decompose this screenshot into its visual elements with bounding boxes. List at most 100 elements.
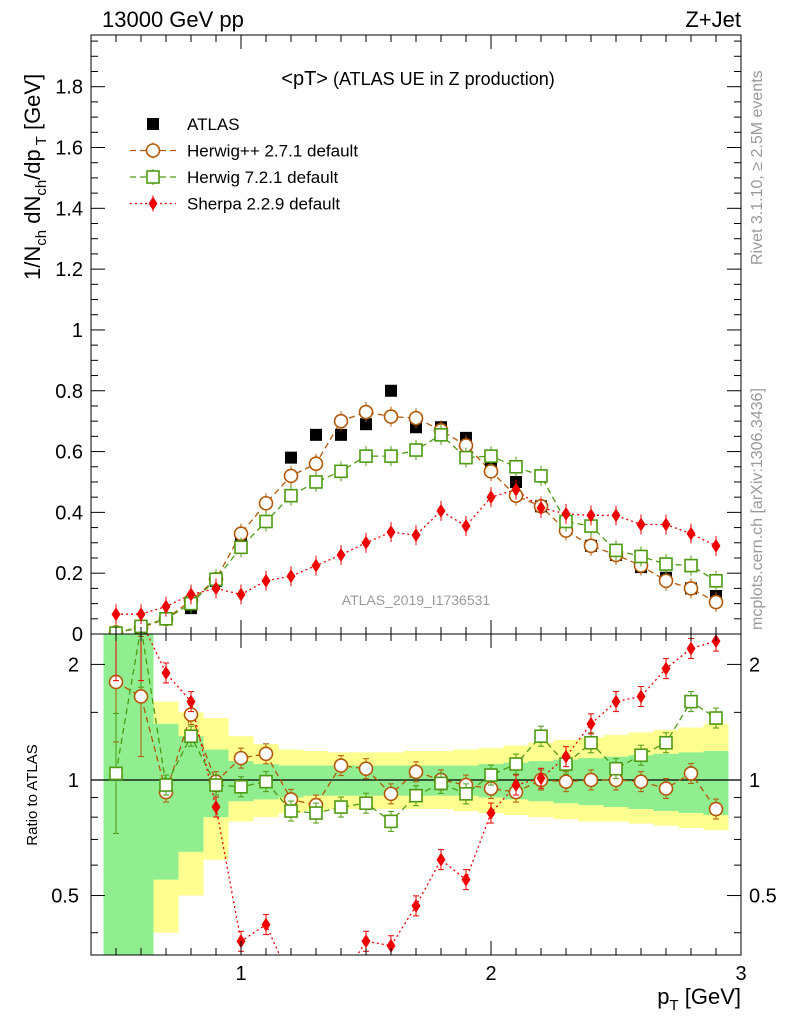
data-point xyxy=(336,547,346,562)
ratio-point xyxy=(358,761,374,776)
ratio-point xyxy=(309,806,323,820)
data-point xyxy=(311,558,321,573)
data-point xyxy=(285,451,297,464)
data-point xyxy=(659,557,673,571)
data-point xyxy=(283,468,299,484)
data-point xyxy=(236,587,246,602)
data-point xyxy=(486,490,496,505)
data-point xyxy=(484,449,498,463)
data-point xyxy=(310,428,322,441)
ratio-point xyxy=(386,938,396,953)
data-point xyxy=(308,456,324,472)
data-point xyxy=(436,503,446,518)
ratio-plot-panel: 0.5 0.5 1 1 2 2 1 2 3 Ratio to ATLAS xyxy=(24,633,777,988)
analysis-watermark: ATLAS_2019_I1736531 xyxy=(342,592,491,608)
ratio-point xyxy=(584,735,598,750)
y-tick-label: 0.4 xyxy=(55,502,83,524)
data-point xyxy=(684,558,698,573)
ratio-y-axis-label: Ratio to ATLAS xyxy=(24,744,41,845)
ratio-point xyxy=(233,750,249,766)
ratio-point xyxy=(634,748,648,763)
data-point xyxy=(111,607,121,622)
data-point xyxy=(211,581,221,596)
main-plot-panel: 0 0.2 0.4 0.6 0.8 1 1.2 1.4 1.6 1.8 <pT> (ATLAS U… xyxy=(20,34,742,646)
legend-marker xyxy=(148,196,158,211)
data-point xyxy=(136,607,146,622)
ratio-point xyxy=(658,781,674,796)
ratio-point xyxy=(258,746,274,762)
data-point xyxy=(561,506,571,521)
ratio-point xyxy=(333,758,349,773)
ratio-point xyxy=(209,778,223,792)
ratio-point xyxy=(534,729,548,744)
ratio-point xyxy=(586,716,596,731)
ratio-point xyxy=(633,774,649,789)
ratio-point xyxy=(436,852,446,867)
data-point xyxy=(609,543,623,558)
data-point xyxy=(709,573,723,588)
data-point xyxy=(408,410,424,426)
data-point xyxy=(483,464,499,479)
ratio-point xyxy=(561,749,571,764)
data-point xyxy=(284,488,298,503)
ratio-point xyxy=(409,788,423,803)
data-point xyxy=(711,538,721,553)
data-point xyxy=(360,418,372,431)
data-point xyxy=(409,443,423,457)
y-tick-label: 1.8 xyxy=(55,77,83,99)
y-tick-label: 1.4 xyxy=(55,198,83,220)
data-point xyxy=(434,428,448,442)
ratio-point xyxy=(109,766,123,781)
ratio-point xyxy=(683,766,699,781)
data-point xyxy=(261,573,271,588)
legend-label: ATLAS xyxy=(187,115,240,134)
header-left-label: 13000 GeV pp xyxy=(102,7,244,32)
data-point xyxy=(384,449,398,463)
x-tick-label: 1 xyxy=(235,963,246,985)
mcplots-label: mcplots.cern.ch [arXiv:1306.3436] xyxy=(749,388,766,630)
data-point xyxy=(161,599,171,614)
ratio-point xyxy=(259,774,273,789)
data-point xyxy=(636,517,646,532)
data-point xyxy=(361,535,371,550)
x-tick-label: 2 xyxy=(485,963,496,985)
ratio-point xyxy=(711,634,721,649)
legend-label: Herwig++ 2.7.1 default xyxy=(187,142,358,161)
ratio-point xyxy=(461,872,471,887)
legend-marker xyxy=(146,170,160,184)
ratio-y-tick-label-right: 2 xyxy=(749,654,760,676)
data-point xyxy=(234,540,248,555)
ratio-point xyxy=(408,764,424,780)
ratio-point xyxy=(583,772,599,788)
legend: ATLAS Herwig++ 2.7.1 default Herwig 7.2.1 … xyxy=(130,115,358,214)
ratio-point xyxy=(536,771,546,786)
ratio-point xyxy=(234,779,248,794)
data-point xyxy=(461,519,471,534)
data-point xyxy=(286,569,296,584)
ratio-y-tick-label-right: 1 xyxy=(749,770,760,792)
ratio-point xyxy=(384,814,398,829)
ratio-point xyxy=(709,711,723,725)
data-point xyxy=(411,528,421,543)
ratio-point xyxy=(661,661,671,676)
main-plot-title: <pT> (ATLAS UE in Z production) xyxy=(281,68,554,90)
ratio-y-tick-label: 2 xyxy=(68,654,79,676)
ratio-point xyxy=(361,934,371,949)
data-point xyxy=(534,469,548,483)
header-right-label: Z+Jet xyxy=(685,7,741,32)
data-point xyxy=(383,409,399,424)
y-tick-label: 0.8 xyxy=(55,381,83,403)
y-tick-label: 1.2 xyxy=(55,259,83,281)
ratio-point xyxy=(337,974,346,988)
ratio-point xyxy=(184,729,198,744)
ratio-y-tick-label-right: 0.5 xyxy=(749,886,777,908)
ratio-point xyxy=(558,774,574,789)
y-tick-label: 0 xyxy=(72,624,83,646)
x-tick-label: 3 xyxy=(735,963,746,985)
stat-uncertainty-band xyxy=(303,765,329,796)
ratio-point xyxy=(284,804,298,818)
ratio-y-tick-label: 1 xyxy=(68,770,79,792)
data-point xyxy=(259,514,273,529)
x-axis-label: pT [GeV] xyxy=(657,984,741,1014)
y-tick-label: 0.6 xyxy=(55,442,83,464)
